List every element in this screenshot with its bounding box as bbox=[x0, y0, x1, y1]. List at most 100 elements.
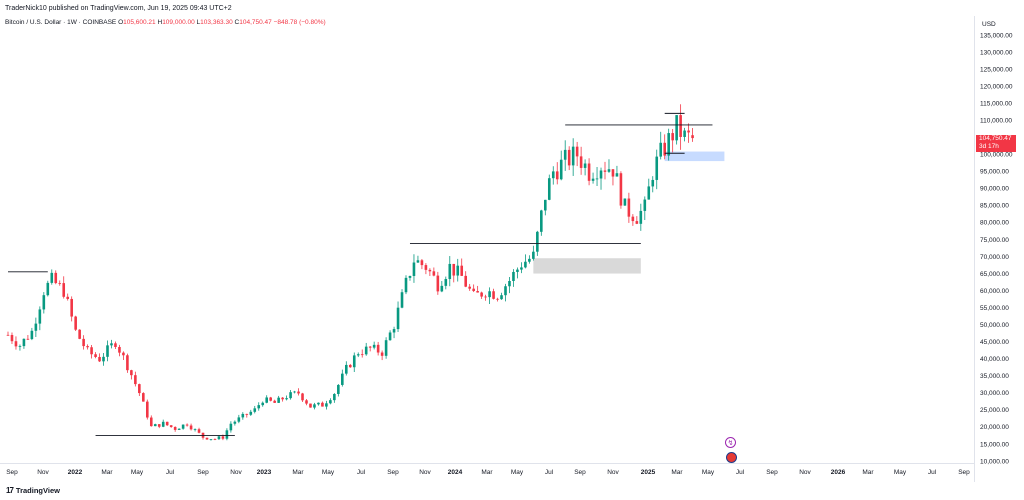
candle-body[interactable] bbox=[591, 178, 595, 181]
candle-body[interactable] bbox=[551, 171, 555, 179]
candle-body[interactable] bbox=[78, 329, 81, 339]
candle-body[interactable] bbox=[98, 356, 101, 362]
candle-body[interactable] bbox=[619, 173, 623, 206]
candle-body[interactable] bbox=[532, 251, 535, 259]
candle-body[interactable] bbox=[528, 258, 531, 262]
candle-body[interactable] bbox=[341, 373, 344, 385]
candle-body[interactable] bbox=[440, 285, 444, 292]
candle-body[interactable] bbox=[74, 316, 77, 330]
candle-body[interactable] bbox=[38, 309, 42, 324]
candle-body[interactable] bbox=[547, 178, 551, 200]
candle-body[interactable] bbox=[18, 346, 22, 347]
candle-body[interactable] bbox=[130, 370, 133, 376]
candle-body[interactable] bbox=[82, 338, 85, 347]
candle-body[interactable] bbox=[544, 199, 547, 211]
candle-body[interactable] bbox=[567, 149, 571, 166]
candle-body[interactable] bbox=[643, 199, 647, 211]
candle-body[interactable] bbox=[671, 133, 674, 141]
candle-body[interactable] bbox=[46, 282, 50, 296]
candle-body[interactable] bbox=[325, 403, 328, 407]
candle-body[interactable] bbox=[253, 408, 257, 412]
tradingview-brand[interactable]: 17 TradingView bbox=[6, 486, 60, 495]
candle-body[interactable] bbox=[416, 260, 420, 263]
candle-body[interactable] bbox=[142, 393, 145, 402]
candle-body[interactable] bbox=[376, 344, 380, 353]
candle-body[interactable] bbox=[563, 149, 567, 160]
candle-body[interactable] bbox=[444, 279, 448, 286]
candle-body[interactable] bbox=[559, 159, 563, 180]
candle-body[interactable] bbox=[42, 295, 46, 310]
candle-body[interactable] bbox=[424, 265, 428, 270]
candle-body[interactable] bbox=[10, 335, 14, 342]
candle-body[interactable] bbox=[14, 341, 18, 347]
candle-body[interactable] bbox=[627, 198, 631, 217]
candle-body[interactable] bbox=[396, 307, 400, 330]
candle-body[interactable] bbox=[524, 261, 527, 268]
candle-body[interactable] bbox=[404, 277, 408, 293]
candle-body[interactable] bbox=[599, 170, 603, 179]
candle-body[interactable] bbox=[34, 323, 38, 331]
candle-body[interactable] bbox=[181, 424, 185, 429]
candle-body[interactable] bbox=[297, 391, 300, 394]
candle-body[interactable] bbox=[659, 142, 663, 157]
candle-body[interactable] bbox=[114, 343, 117, 347]
candle-body[interactable] bbox=[146, 401, 149, 418]
candle-body[interactable] bbox=[257, 405, 261, 409]
candle-body[interactable] bbox=[512, 271, 515, 281]
candle-body[interactable] bbox=[293, 391, 296, 393]
candle-body[interactable] bbox=[169, 425, 173, 427]
candle-body[interactable] bbox=[6, 334, 10, 336]
candle-body[interactable] bbox=[58, 283, 62, 284]
candle-body[interactable] bbox=[388, 332, 392, 341]
candle-body[interactable] bbox=[285, 398, 288, 400]
candle-body[interactable] bbox=[102, 356, 105, 362]
candle-body[interactable] bbox=[30, 330, 34, 340]
candle-body[interactable] bbox=[305, 400, 308, 404]
candle-body[interactable] bbox=[345, 364, 348, 374]
candle-body[interactable] bbox=[392, 329, 396, 333]
candle-body[interactable] bbox=[185, 424, 189, 426]
candle-body[interactable] bbox=[456, 265, 460, 276]
candle-body[interactable] bbox=[464, 275, 467, 287]
symbol-name[interactable]: Bitcoin / U.S. Dollar · 1W · COINBASE bbox=[5, 19, 117, 26]
candle-body[interactable] bbox=[436, 275, 440, 292]
candle-body[interactable] bbox=[165, 421, 169, 426]
candle-body[interactable] bbox=[94, 354, 97, 357]
candle-body[interactable] bbox=[508, 280, 511, 287]
candle-body[interactable] bbox=[221, 436, 225, 439]
candle-body[interactable] bbox=[249, 411, 253, 415]
candle-body[interactable] bbox=[309, 403, 312, 408]
candle-body[interactable] bbox=[352, 355, 356, 368]
candle-body[interactable] bbox=[488, 291, 491, 298]
candle-body[interactable] bbox=[607, 169, 611, 172]
candle-body[interactable] bbox=[122, 352, 125, 356]
candle-body[interactable] bbox=[368, 346, 372, 348]
candle-body[interactable] bbox=[496, 298, 499, 300]
candle-body[interactable] bbox=[301, 393, 304, 401]
candle-body[interactable] bbox=[655, 156, 659, 180]
event-marker-icon[interactable]: ↯ bbox=[725, 437, 736, 448]
candle-body[interactable] bbox=[595, 178, 599, 180]
candle-body[interactable] bbox=[412, 262, 416, 276]
candle-body[interactable] bbox=[384, 340, 388, 356]
candle-body[interactable] bbox=[639, 210, 643, 224]
candle-body[interactable] bbox=[675, 115, 678, 141]
candle-body[interactable] bbox=[348, 364, 352, 368]
candle-body[interactable] bbox=[189, 425, 193, 430]
candle-body[interactable] bbox=[360, 354, 364, 356]
candle-body[interactable] bbox=[500, 295, 503, 300]
candle-body[interactable] bbox=[468, 286, 471, 289]
candle-body[interactable] bbox=[679, 115, 682, 137]
candle-body[interactable] bbox=[277, 397, 280, 403]
candle-body[interactable] bbox=[273, 400, 276, 403]
candle-body[interactable] bbox=[432, 271, 436, 276]
candle-body[interactable] bbox=[241, 413, 245, 418]
candle-body[interactable] bbox=[173, 426, 177, 430]
candle-body[interactable] bbox=[269, 397, 272, 401]
candle-body[interactable] bbox=[149, 417, 153, 427]
candle-body[interactable] bbox=[492, 291, 495, 299]
candle-body[interactable] bbox=[333, 393, 336, 401]
candle-body[interactable] bbox=[380, 352, 384, 356]
candle-body[interactable] bbox=[237, 417, 241, 422]
